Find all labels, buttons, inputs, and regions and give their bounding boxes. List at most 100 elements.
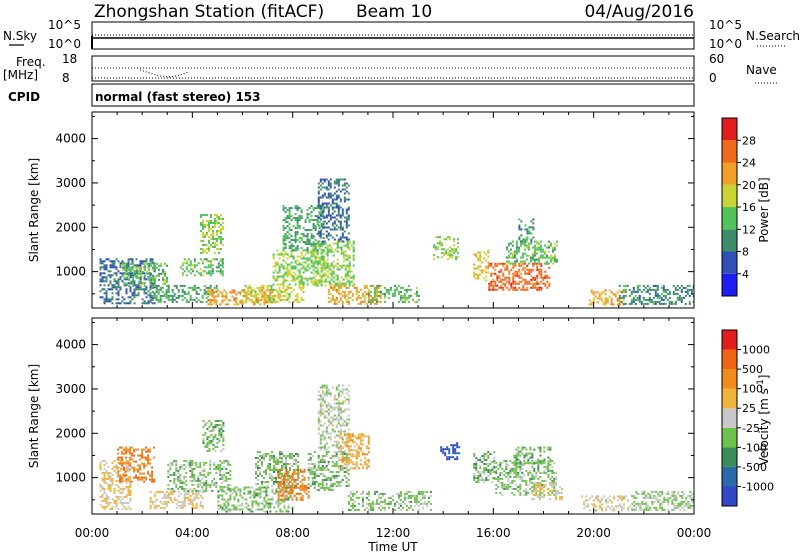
heatmap-cell [207,222,210,224]
heatmap-cell [285,478,288,481]
heatmap-cell [620,290,623,293]
heatmap-cell [519,260,522,263]
y-tick-label: 2000 [55,220,86,234]
heatmap-cell [165,296,168,299]
heatmap-cell [598,295,601,298]
heatmap-cell [177,477,180,480]
heatmap-cell [123,495,126,498]
heatmap-cell [340,246,343,249]
heatmap-cell [300,247,303,250]
heatmap-cell [229,496,232,499]
heatmap-cell [526,232,529,235]
heatmap-cell [323,392,326,395]
heatmap-cell [363,435,366,438]
heatmap-cell [218,430,221,432]
heatmap-cell [273,506,276,509]
heatmap-cell [147,462,150,465]
heatmap-cell [345,461,348,464]
heatmap-cell [330,248,333,251]
heatmap-cell [219,463,222,466]
heatmap-cell [423,500,426,503]
heatmap-cell [229,299,232,302]
heatmap-cell [473,267,476,270]
heatmap-cell [553,260,556,263]
heatmap-cell [340,248,343,251]
heatmap-cell [316,252,319,255]
heatmap-cell [138,272,141,275]
heatmap-cell [399,286,402,289]
heatmap-cell [202,440,205,442]
heatmap-cell [341,479,344,481]
heatmap-cell [158,274,161,277]
heatmap-cell [324,252,327,255]
heatmap-cell [223,461,226,464]
heatmap-cell [454,458,457,461]
heatmap-cell [409,506,412,509]
heatmap-cell [308,267,311,270]
heatmap-cell [628,294,631,297]
heatmap-cell [219,488,222,491]
heatmap-cell [287,498,290,501]
heatmap-cell [456,452,459,455]
heatmap-cell [325,236,328,239]
heatmap-cell [302,298,305,301]
heatmap-cell [347,414,350,417]
heatmap-cell [145,258,148,261]
heatmap-cell [213,226,216,228]
heatmap-cell [538,262,541,265]
heatmap-cell [292,288,295,291]
heatmap-cell [343,216,346,219]
heatmap-cell [405,492,408,495]
heatmap-cell [326,266,329,269]
heatmap-cell [676,288,679,291]
heatmap-cell [453,240,456,243]
heatmap-cell [271,488,274,491]
heatmap-cell [167,286,170,289]
heatmap-cell [339,394,342,397]
heatmap-cell [277,476,280,479]
heatmap-cell [139,280,142,283]
heatmap-cell [299,498,302,501]
heatmap-cell [121,480,124,483]
heatmap-cell [177,290,180,293]
heatmap-cell [352,248,355,251]
heatmap-cell [600,291,603,294]
heatmap-cell [245,506,248,509]
heatmap-cell [339,453,342,456]
heatmap-cell [507,244,510,247]
heatmap-cell [291,476,294,479]
heatmap-cell [115,266,118,269]
heatmap-cell [209,461,212,464]
heatmap-cell [289,496,292,499]
heatmap-cell [604,293,607,296]
heatmap-cell [333,408,336,411]
heatmap-cell [337,204,340,207]
heatmap-cell [401,286,404,289]
heatmap-cell [216,426,219,428]
heatmap-cell [516,288,519,291]
heatmap-cell [373,502,376,505]
heatmap-cell [343,284,346,287]
heatmap-cell [539,240,542,243]
heatmap-cell [371,300,374,303]
heatmap-cell [284,211,287,214]
heatmap-cell [403,496,406,499]
heatmap-cell [263,496,266,499]
heatmap-cell [328,268,331,271]
heatmap-cell [163,300,166,303]
heatmap-cell [126,276,129,279]
heatmap-cell [268,298,271,301]
heatmap-cell [345,398,348,401]
heatmap-cell [680,300,683,303]
heatmap-cell [407,506,410,509]
heatmap-cell [306,209,309,212]
heatmap-cell [221,299,224,302]
heatmap-cell [521,254,524,257]
heatmap-cell [660,298,663,301]
heatmap-cell [656,284,659,287]
heatmap-cell [139,260,142,263]
heatmap-cell [164,272,167,275]
heatmap-cell [333,302,336,305]
heatmap-cell [101,477,104,480]
heatmap-cell [656,292,659,295]
